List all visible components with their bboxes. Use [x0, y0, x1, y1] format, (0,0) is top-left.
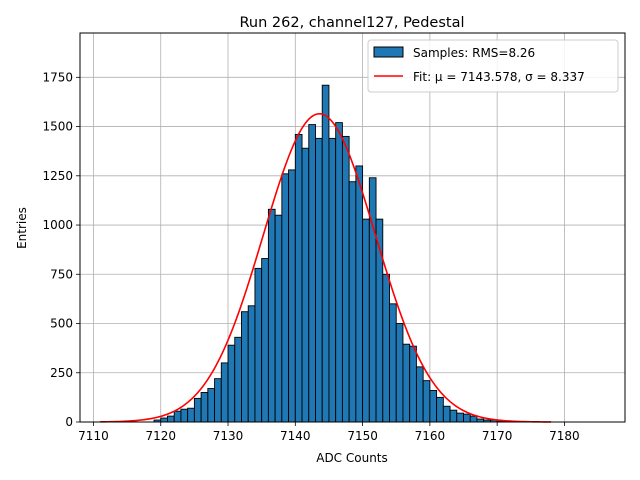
x-tick-label: 7160: [415, 429, 446, 443]
histogram-bar: [207, 388, 216, 423]
histogram-bar: [267, 208, 276, 423]
x-axis-ticks: 7110 7120 7130 7140 7150 7160 7170 7180: [78, 422, 580, 443]
histogram-bar: [214, 378, 222, 423]
histogram-bar: [368, 177, 377, 423]
histogram-bar: [294, 133, 303, 423]
histogram-bar: [315, 137, 323, 423]
histogram-bar: [274, 214, 283, 423]
histogram-bar: [321, 84, 330, 423]
histogram-bar: [456, 412, 464, 423]
histogram-bar: [220, 362, 229, 423]
histogram-bar: [348, 181, 357, 423]
x-tick-label: 7110: [78, 429, 109, 443]
histogram-bar: [449, 409, 458, 423]
histogram-bar: [160, 417, 168, 423]
histogram-bar: [422, 380, 431, 423]
histogram-bars: [153, 84, 525, 423]
y-tick-label: 1250: [42, 169, 73, 183]
histogram-bar: [409, 345, 417, 423]
x-tick-label: 7140: [280, 429, 311, 443]
fit-curve: [100, 112, 551, 423]
histogram-bar: [180, 408, 189, 423]
x-tick-label: 7120: [145, 429, 176, 443]
histogram-bar: [355, 165, 364, 423]
histogram-bar: [173, 410, 182, 423]
histogram-bar: [227, 344, 236, 423]
histogram-bar: [469, 415, 478, 423]
histogram-bar: [247, 305, 256, 423]
y-tick-label: 250: [50, 366, 73, 380]
histogram-bar: [442, 405, 451, 423]
histogram-bar: [429, 390, 438, 423]
histogram-bar: [288, 169, 296, 423]
plot-frame: [79, 32, 626, 423]
histogram-bar: [234, 336, 242, 423]
histogram-bar: [415, 366, 424, 423]
y-tick-label: 500: [50, 317, 73, 331]
histogram-bar: [402, 343, 411, 423]
histogram-bar: [308, 124, 316, 423]
legend-label-fit: Fit: μ = 7143.578, σ = 8.337: [413, 70, 585, 84]
histogram-bar: [335, 122, 343, 423]
y-tick-label: 1500: [42, 120, 73, 134]
histogram-bar: [254, 267, 263, 423]
x-tick-label: 7150: [347, 429, 378, 443]
histogram-bar: [193, 397, 202, 423]
histogram-bar: [436, 396, 444, 423]
legend-box: [367, 39, 619, 93]
legend-label-samples: Samples: RMS=8.26: [413, 46, 535, 60]
legend-patch-samples: [373, 46, 404, 58]
y-tick-label: 1750: [42, 70, 73, 84]
histogram-bar: [261, 258, 269, 423]
histogram-bar: [167, 415, 175, 423]
histogram-bar: [301, 147, 310, 423]
y-axis-label: Entries: [15, 207, 29, 249]
y-tick-label: 1000: [42, 218, 73, 232]
histogram-bar: [463, 413, 471, 423]
x-axis-label: ADC Counts: [316, 451, 388, 465]
chart-title: Run 262, channel127, Pedestal: [239, 15, 464, 31]
histogram-bar: [200, 392, 209, 423]
histogram-bar: [389, 303, 397, 423]
histogram-bar: [362, 218, 370, 423]
x-tick-label: 7130: [213, 429, 244, 443]
y-axis-ticks: 0 250 500 750 1000 1250 1500 1750: [42, 70, 80, 429]
y-tick-label: 0: [65, 415, 73, 429]
y-tick-label: 750: [50, 267, 73, 281]
x-tick-label: 7170: [482, 429, 513, 443]
legend: Samples: RMS=8.26 Fit: μ = 7143.578, σ =…: [367, 39, 619, 93]
histogram-bar: [382, 273, 390, 423]
histogram-bar: [241, 311, 249, 423]
histogram-bar: [341, 135, 350, 423]
histogram-bar: [281, 173, 290, 423]
histogram-bar: [395, 323, 404, 423]
x-tick-label: 7180: [549, 429, 580, 443]
histogram-bar: [328, 137, 337, 423]
histogram-bar: [187, 407, 195, 423]
